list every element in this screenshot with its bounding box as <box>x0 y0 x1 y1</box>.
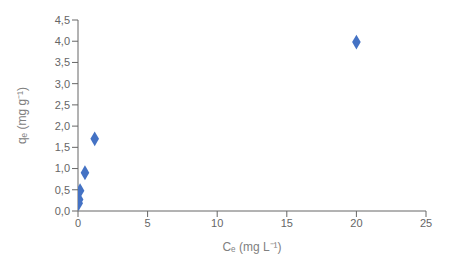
svg-text:0: 0 <box>75 217 81 229</box>
svg-text:qₑ (mg g⁻¹): qₑ (mg g⁻¹) <box>15 87 29 144</box>
svg-text:3,0: 3,0 <box>55 78 70 90</box>
svg-text:15: 15 <box>281 217 293 229</box>
svg-text:25: 25 <box>420 217 432 229</box>
svg-text:1,0: 1,0 <box>55 162 70 174</box>
svg-text:4,0: 4,0 <box>55 35 70 47</box>
svg-text:2,0: 2,0 <box>55 120 70 132</box>
svg-text:10: 10 <box>211 217 223 229</box>
svg-text:Cₑ (mg L⁻¹): Cₑ (mg L⁻¹) <box>222 240 281 254</box>
svg-text:2,5: 2,5 <box>55 99 70 111</box>
svg-text:1,5: 1,5 <box>55 141 70 153</box>
svg-text:5: 5 <box>145 217 151 229</box>
svg-text:4,5: 4,5 <box>55 14 70 26</box>
svg-text:0,0: 0,0 <box>55 205 70 217</box>
svg-text:20: 20 <box>350 217 362 229</box>
svg-text:0,5: 0,5 <box>55 184 70 196</box>
svg-text:3,5: 3,5 <box>55 56 70 68</box>
